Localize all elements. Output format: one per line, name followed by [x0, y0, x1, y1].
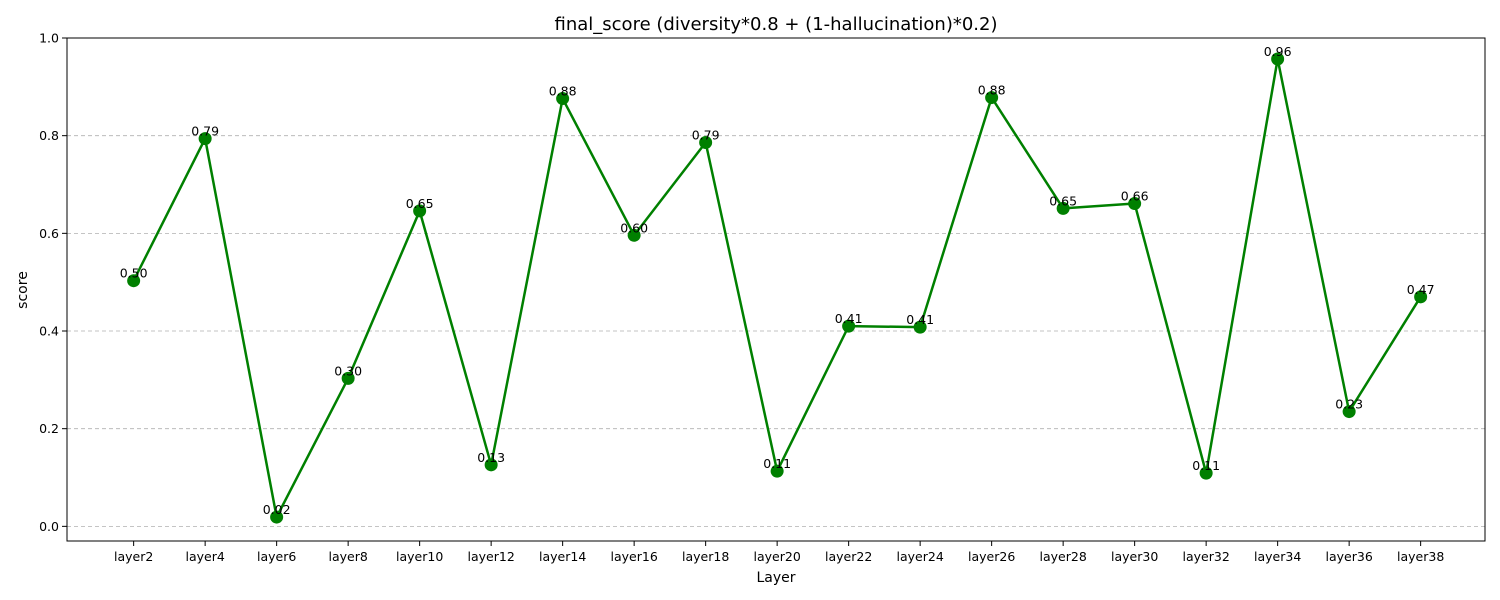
data-point [556, 92, 570, 106]
x-tick-label: layer6 [257, 549, 296, 564]
x-tick-label: layer24 [897, 549, 944, 564]
data-label: 0.65 [406, 196, 434, 211]
y-axis-ticks: 0.0 0.2 0.4 0.6 0.8 1.0 [39, 31, 67, 534]
data-label-layer: 0.50 0.79 0.02 0.30 0.65 0.13 0.88 0.60 0.79 0.11… [120, 44, 1435, 517]
data-label: 0.47 [1407, 282, 1435, 297]
data-label: 0.13 [477, 450, 505, 465]
data-label: 0.23 [1335, 397, 1363, 412]
data-point [198, 132, 212, 146]
data-label: 0.60 [620, 220, 648, 235]
y-tick-label: 0.0 [39, 519, 59, 534]
data-point [270, 510, 284, 524]
data-label: 0.96 [1264, 44, 1292, 59]
x-tick-label: layer4 [185, 549, 224, 564]
data-point [1056, 201, 1070, 215]
y-tick-label: 1.0 [39, 31, 59, 46]
data-label: 0.65 [1049, 193, 1077, 208]
data-label: 0.11 [763, 456, 791, 471]
y-tick-label: 0.6 [39, 226, 59, 241]
y-tick-label: 0.2 [39, 421, 59, 436]
data-label: 0.79 [191, 124, 219, 139]
plot-frame [66, 37, 1486, 542]
data-label: 0.02 [263, 502, 291, 517]
grid-layer [67, 37, 1485, 527]
x-tick-label: layer2 [114, 549, 153, 564]
series-layer [127, 52, 1428, 524]
data-point [770, 464, 784, 478]
data-point [913, 320, 927, 334]
data-point [1199, 466, 1213, 480]
x-tick-label: layer28 [1040, 549, 1087, 564]
data-point [127, 274, 141, 288]
data-label: 0.79 [692, 128, 720, 143]
x-tick-label: layer20 [754, 549, 801, 564]
x-tick-label: layer38 [1397, 549, 1444, 564]
x-tick-label: layer22 [825, 549, 872, 564]
series-line [132, 57, 1422, 519]
data-point [1128, 197, 1142, 211]
data-label: 0.11 [1192, 458, 1220, 473]
x-tick-label: layer8 [328, 549, 367, 564]
data-point [1414, 290, 1428, 304]
data-point [341, 371, 355, 385]
x-tick-label: layer30 [1111, 549, 1158, 564]
x-axis-label: Layer [756, 570, 795, 586]
data-point [484, 458, 498, 472]
data-label: 0.30 [334, 363, 362, 378]
data-point [413, 204, 427, 218]
data-point [842, 319, 856, 333]
data-label: 0.66 [1121, 189, 1149, 204]
data-point [1271, 52, 1285, 66]
x-tick-label: layer26 [968, 549, 1015, 564]
y-tick-label: 0.4 [39, 324, 59, 339]
x-tick-label: layer10 [396, 549, 443, 564]
data-label: 0.41 [835, 311, 863, 326]
data-label: 0.50 [120, 266, 148, 281]
chart-title: final_score (diversity*0.8 + (1-hallucin… [555, 14, 998, 35]
y-axis-label: score [15, 271, 31, 309]
data-label: 0.88 [549, 84, 577, 99]
x-tick-label: layer18 [682, 549, 729, 564]
x-tick-label: layer12 [468, 549, 515, 564]
x-axis-ticks: layer2 layer4 layer6 layer8 layer10 layer12 la… [114, 541, 1444, 564]
x-tick-label: layer16 [611, 549, 658, 564]
data-point [985, 91, 999, 105]
x-tick-label: layer36 [1326, 549, 1373, 564]
data-point [627, 228, 641, 242]
data-point [699, 136, 713, 150]
x-tick-label: layer14 [539, 549, 586, 564]
data-point [1342, 405, 1356, 419]
data-label: 0.41 [906, 312, 934, 327]
x-tick-label: layer34 [1254, 549, 1301, 564]
x-tick-label: layer32 [1183, 549, 1230, 564]
y-tick-label: 0.8 [39, 128, 59, 143]
data-label: 0.88 [978, 83, 1006, 98]
